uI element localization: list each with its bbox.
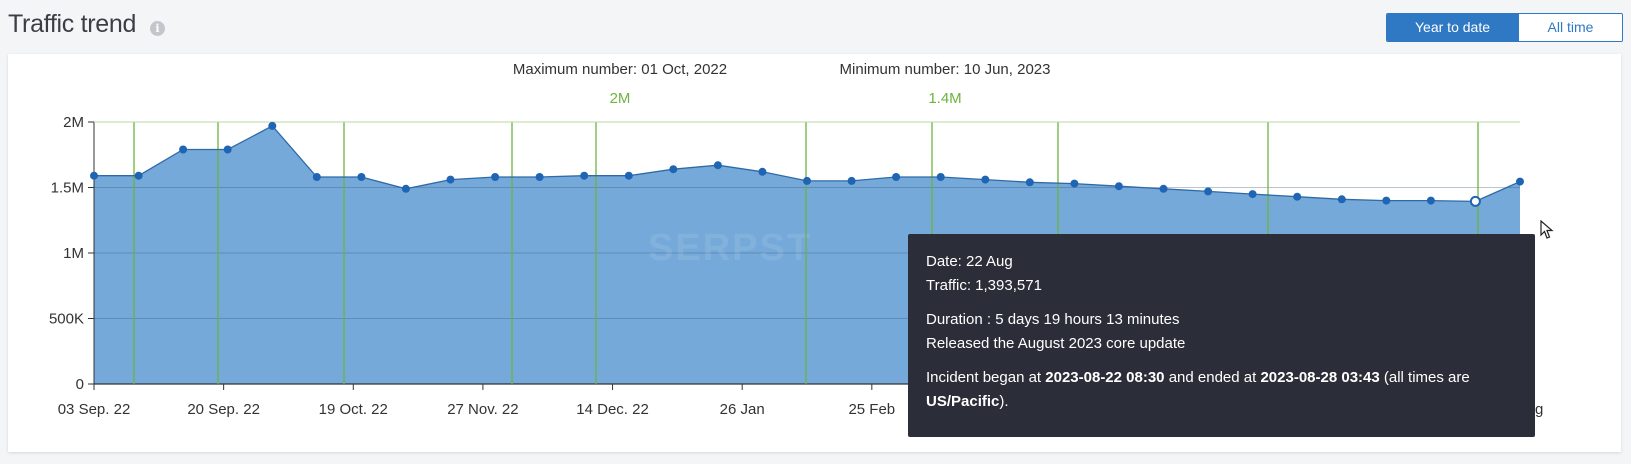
data-point — [580, 171, 589, 180]
chart-tooltip: Date: 22 Aug Traffic: 1,393,571 Duration… — [908, 234, 1535, 437]
data-point — [1293, 192, 1302, 201]
year-to-date-button[interactable]: Year to date — [1387, 14, 1518, 41]
x-tick-label: 27 Nov. 22 — [447, 401, 518, 418]
x-tick-label: 03 Sep. 22 — [58, 401, 131, 418]
max-annotation-value: 2M — [610, 90, 631, 107]
data-point — [312, 173, 321, 181]
all-time-button[interactable]: All time — [1518, 14, 1622, 41]
data-point — [90, 171, 98, 180]
tooltip-duration: Duration : 5 days 19 hours 13 minutes — [926, 311, 1180, 328]
data-point — [268, 121, 277, 130]
data-point — [401, 184, 410, 193]
y-tick-label: 1M — [63, 245, 84, 262]
data-point — [357, 173, 366, 181]
x-tick-label: 19 Oct. 22 — [319, 401, 388, 418]
data-point — [892, 173, 901, 181]
header: Traffic trend i Year to date All time — [0, 0, 1631, 54]
tooltip-date: Date: 22 Aug — [926, 253, 1013, 270]
data-point — [1426, 196, 1435, 205]
period-toggle: Year to date All time — [1386, 13, 1623, 42]
tooltip-traffic: Traffic: 1,393,571 — [926, 277, 1042, 294]
data-point — [624, 171, 633, 180]
data-point — [1114, 182, 1123, 191]
data-point — [223, 145, 232, 154]
tooltip-incident-suffix: (all times are — [1379, 369, 1470, 386]
data-point — [1070, 179, 1079, 188]
tooltip-incident: Incident began at 2023-08-22 08:30 and e… — [926, 366, 1517, 414]
data-point — [1382, 196, 1391, 205]
watermark-text: SERPST — [648, 227, 812, 269]
data-point — [1248, 190, 1257, 199]
data-point — [847, 176, 856, 185]
data-point — [134, 171, 143, 180]
tooltip-released: Released the August 2023 core update — [926, 335, 1186, 352]
tooltip-timezone: US/Pacific — [926, 393, 1000, 410]
data-point — [1337, 195, 1346, 204]
tooltip-incident-mid: and ended at — [1164, 369, 1261, 386]
data-point — [446, 175, 455, 184]
y-tick-label: 1.5M — [51, 180, 84, 197]
x-tick-label: 25 Feb — [848, 401, 895, 418]
data-point — [713, 161, 722, 170]
data-point — [936, 173, 945, 181]
data-point — [1025, 178, 1034, 187]
data-point — [535, 173, 544, 181]
tooltip-incident-prefix: Incident began at — [926, 369, 1046, 386]
highlighted-data-point — [1469, 195, 1481, 207]
y-tick-label: 500K — [49, 311, 84, 328]
data-point — [1159, 184, 1168, 193]
y-tick-label: 2M — [63, 114, 84, 131]
info-icon[interactable]: i — [150, 21, 165, 36]
x-tick-label: 14 Dec. 22 — [576, 401, 649, 418]
tooltip-incident-start: 2023-08-22 08:30 — [1045, 369, 1165, 386]
mouse-cursor-icon — [1540, 220, 1554, 239]
min-annotation-label: Minimum number: 10 Jun, 2023 — [840, 61, 1051, 78]
x-tick-label: 26 Jan — [720, 401, 765, 418]
chart-card: 0 500K 1M 1.5M 2M SERPST 03 Sep. 22 20 Sep. 22 1… — [8, 54, 1621, 452]
data-point — [758, 167, 767, 176]
data-point — [1204, 187, 1213, 196]
data-point — [803, 176, 811, 185]
y-tick-label: 0 — [76, 376, 84, 393]
page-title: Traffic trend — [8, 10, 137, 38]
tooltip-incident-close: ). — [999, 393, 1009, 410]
data-point — [179, 145, 188, 154]
tooltip-incident-end: 2023-08-28 03:43 — [1260, 369, 1380, 386]
x-tick-label: 20 Sep. 22 — [187, 401, 260, 418]
data-point — [981, 175, 990, 184]
data-point — [1516, 177, 1524, 186]
data-point — [669, 165, 678, 174]
data-point — [491, 173, 500, 181]
min-annotation-value: 1.4M — [928, 90, 961, 107]
max-annotation-label: Maximum number: 01 Oct, 2022 — [513, 61, 727, 78]
